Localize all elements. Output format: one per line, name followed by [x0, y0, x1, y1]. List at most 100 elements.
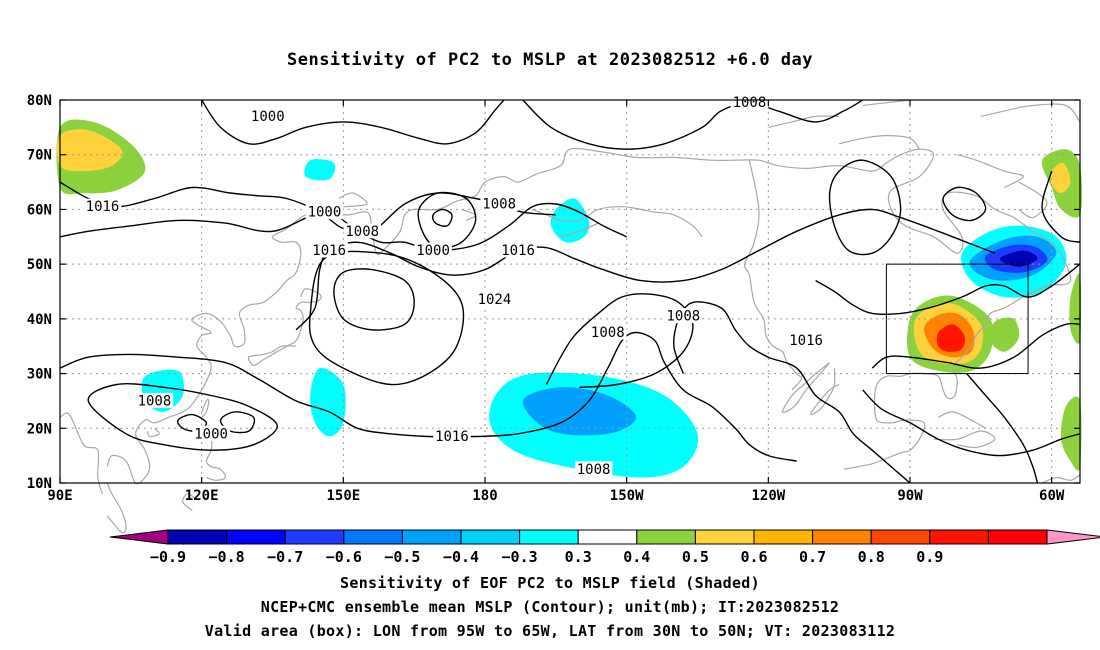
colorbar-tick-label: 0.5 — [682, 548, 709, 566]
colorbar-swatch — [753, 529, 814, 545]
sensitivity-blob — [989, 317, 1020, 352]
mslp-isobar — [828, 159, 902, 256]
contour-label-bg — [192, 425, 230, 441]
coastline — [247, 288, 322, 367]
coastline — [938, 411, 986, 429]
sensitivity-shading — [56, 119, 1083, 478]
mslp-isobar — [871, 322, 1081, 369]
contour-label: 1016 — [86, 199, 120, 215]
coastline — [933, 430, 996, 449]
colorbar-tick-label: 0.3 — [565, 548, 592, 566]
sensitivity-blob — [56, 129, 123, 172]
colorbar-tick-label: −0.7 — [267, 548, 303, 566]
contour-label: 1024 — [478, 292, 512, 308]
sensitivity-blob — [936, 324, 966, 352]
lat-label: 10N — [27, 476, 52, 492]
contour-label: 1000 — [308, 205, 342, 221]
contour-label-bg — [305, 204, 344, 220]
mslp-isobar — [417, 191, 477, 249]
colorbar-tick-label: 0.8 — [858, 548, 885, 566]
contour-label-bg — [135, 392, 174, 408]
sensitivity-blob — [1060, 396, 1082, 471]
lat-label: 50N — [27, 257, 52, 273]
mslp-isobar — [431, 208, 453, 227]
sensitivity-blob — [1069, 273, 1082, 344]
coastline — [1041, 474, 1081, 484]
colorbar-tick-label: −0.6 — [326, 548, 362, 566]
contour-label-bg — [433, 428, 471, 444]
sensitivity-blob — [1050, 162, 1071, 194]
contour-label: 1008 — [138, 393, 172, 409]
coastline — [531, 206, 703, 238]
mslp-isobar — [1041, 170, 1081, 243]
colorbar-tick-label: 0.7 — [799, 548, 826, 566]
contour-label-bg — [475, 291, 514, 307]
lon-label: 180 — [472, 488, 497, 504]
lon-label: 120W — [751, 488, 785, 504]
coastline — [106, 482, 127, 534]
mslp-isobar — [815, 263, 1081, 315]
coastline — [182, 493, 198, 511]
contour-label-bg — [664, 308, 703, 324]
lon-label: 60W — [1039, 488, 1065, 504]
colorbar-tick-label: −0.4 — [443, 548, 479, 566]
contour-label-bg — [480, 195, 518, 211]
contour-label-bg — [730, 94, 769, 110]
contour-label: 1008 — [733, 95, 767, 111]
coastline — [106, 147, 1072, 485]
colorbar-tick-label: −0.9 — [150, 548, 186, 566]
colorbar-swatch — [870, 529, 931, 545]
lon-label: 150E — [326, 488, 360, 504]
colorbar-swatch — [226, 529, 286, 545]
colorbar-swatch — [577, 529, 638, 545]
coastline — [810, 368, 840, 416]
contour-label-bg — [499, 242, 537, 258]
mslp-isobar — [201, 99, 505, 145]
contour-label: 1008 — [482, 196, 516, 212]
mslp-isobar — [862, 389, 1081, 457]
contour-label: 1008 — [577, 462, 611, 478]
sensitivity-blob — [999, 250, 1038, 267]
contour-label: 1008 — [345, 224, 379, 240]
colorbar-swatch — [284, 529, 345, 545]
mslp-isobar — [333, 268, 415, 331]
mslp-isobar — [59, 331, 797, 462]
contour-label: 1008 — [591, 325, 625, 341]
mslp-isobar — [295, 208, 996, 331]
contour-label-bg — [414, 242, 452, 258]
colorbar-tick-label: −0.8 — [209, 548, 245, 566]
coastline — [59, 412, 104, 495]
contour-label: 1008 — [666, 309, 700, 325]
contour-label: 1000 — [251, 109, 285, 125]
sensitivity-blob — [304, 159, 336, 181]
contour-label-bg — [248, 108, 287, 124]
lon-label: 90W — [897, 488, 923, 504]
coastline — [862, 99, 911, 107]
coastline — [560, 222, 599, 238]
contour-label-bg — [574, 461, 613, 477]
coastlines — [59, 99, 1081, 534]
colorbar-swatch — [343, 529, 403, 545]
lon-label: 150W — [610, 488, 644, 504]
colorbar-tick-label: 0.6 — [740, 548, 767, 566]
coastline — [461, 208, 477, 221]
contour-label-bg — [787, 332, 825, 348]
lat-label: 60N — [27, 202, 52, 218]
coastline — [768, 115, 840, 128]
coastline — [781, 362, 831, 413]
mslp-isobar — [59, 202, 627, 252]
coastline — [839, 134, 920, 150]
valid-area-box — [885, 263, 1029, 375]
colorbar-swatch — [636, 529, 696, 545]
colorbar-tick-label: 0.9 — [916, 548, 943, 566]
colorbar-low-arrow — [109, 529, 169, 545]
contour-label: 1016 — [501, 243, 535, 259]
contour-label: 1016 — [789, 333, 823, 349]
caption-shaded: Sensitivity of EOF PC2 to MSLP field (Sh… — [340, 574, 760, 592]
sensitivity-blob — [310, 367, 346, 437]
colorbar-swatch — [519, 529, 579, 545]
mslp-isobar — [545, 293, 694, 388]
colorbar-swatch — [401, 529, 462, 545]
